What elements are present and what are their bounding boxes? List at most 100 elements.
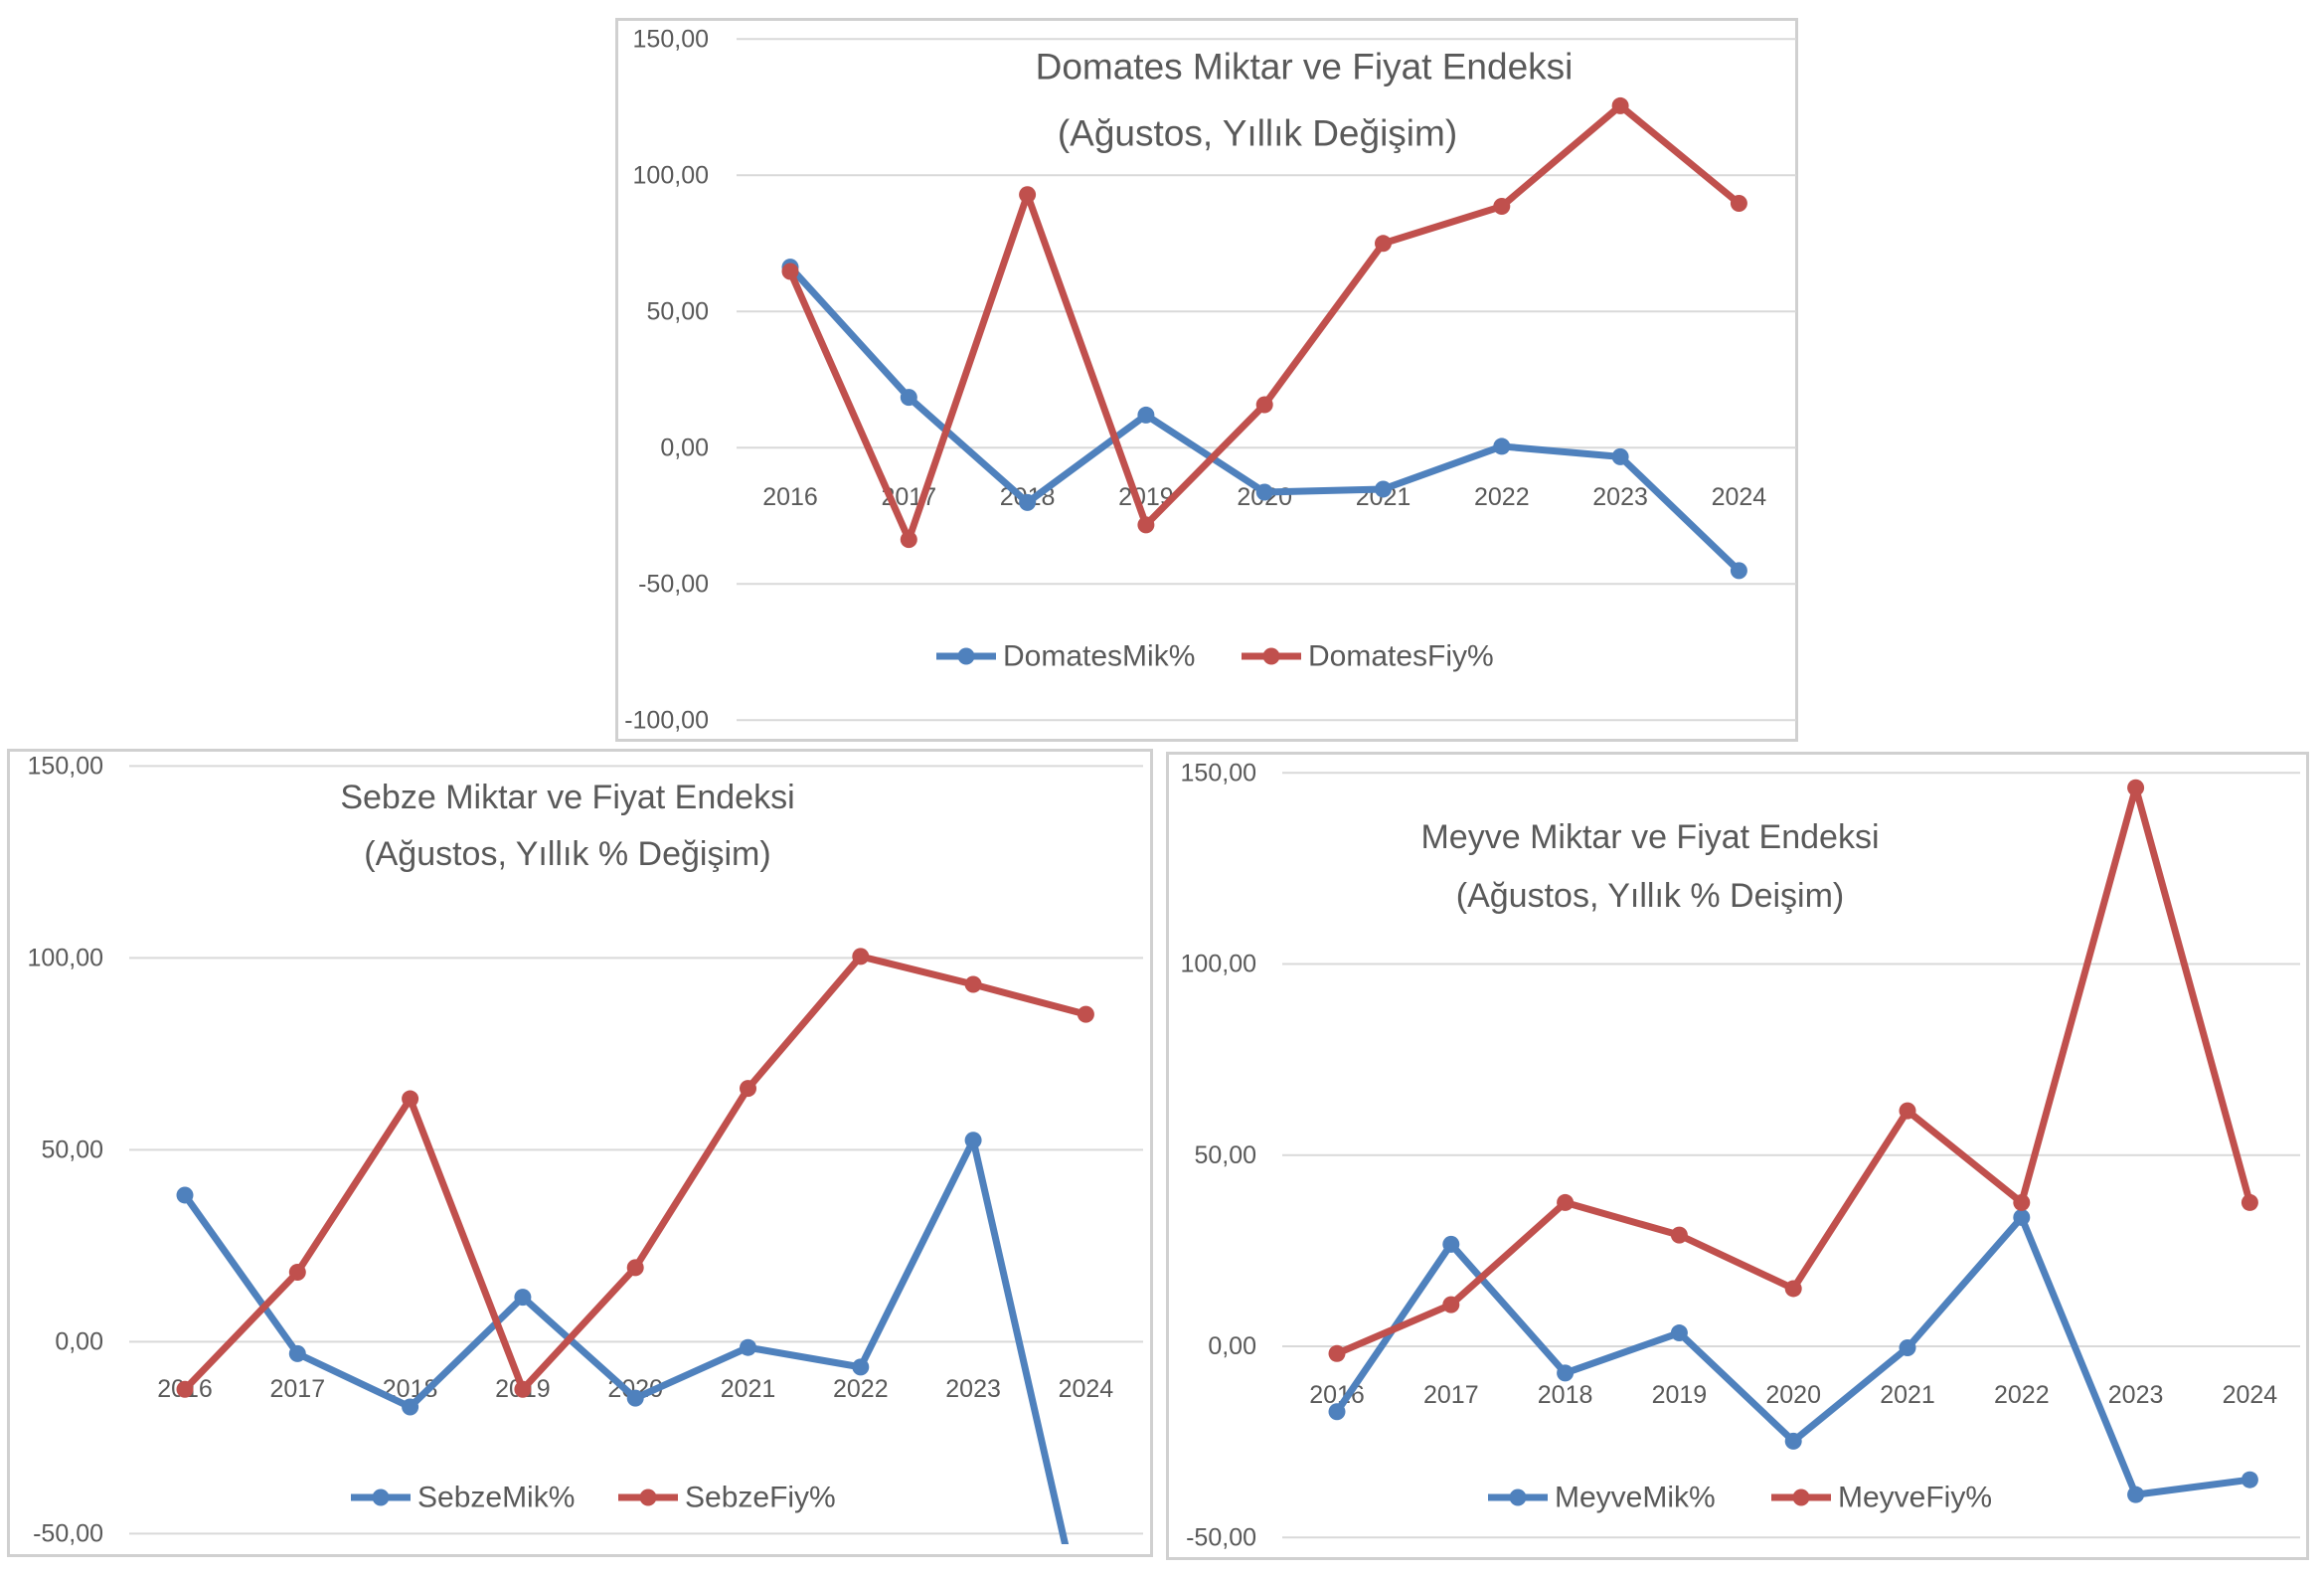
data-point [1137,406,1155,424]
legend-label: SebzeFiy% [685,1482,836,1514]
data-point [1137,516,1155,534]
series-domatesfiy-pct [781,96,1747,549]
x-tick-label: 2023 [945,1375,1001,1403]
legend-marker [957,647,975,665]
y-tick-label: 0,00 [1208,1332,1256,1360]
data-point [1899,1102,1916,1120]
x-tick-label: 2023 [1592,483,1648,511]
data-point [2241,1471,2258,1488]
x-tick-label: 2024 [1059,1375,1114,1403]
data-point [2127,779,2145,796]
gridlines [737,38,1796,722]
legend-item: SebzeFiy% [618,1482,836,1514]
plot-area [1328,779,2258,1503]
legend: SebzeMik% SebzeFiy% [351,1482,836,1514]
y-tick-label: 50,00 [646,297,709,325]
chart-title: Sebze Miktar ve Fiyat Endeksi [340,779,794,816]
data-point [288,1344,306,1362]
chart-subtitle: (Ağustos, Yıllık % Değişim) [364,835,770,873]
data-point [1670,1226,1688,1244]
y-tick-label: 150,00 [633,25,709,53]
data-point [1255,483,1273,501]
y-tick-label: 150,00 [28,752,103,780]
legend: DomatesMik% DomatesFiy% [936,640,1494,673]
data-point [1442,1296,1460,1313]
data-point [1899,1339,1916,1357]
legend-marker [1792,1488,1810,1506]
data-point [1493,198,1511,216]
data-point [1328,1344,1346,1362]
data-point [626,1259,644,1277]
data-point [740,1080,756,1098]
data-point [1019,186,1037,204]
x-tick-label: 2017 [1423,1381,1479,1409]
chart-meyve: 150,00 100,00 50,00 0,00 -50,00 Meyve Miktar … [1166,752,2309,1560]
y-tick-label: 50,00 [1194,1141,1256,1169]
data-point [852,948,870,965]
x-tick-label: 2022 [833,1375,889,1403]
y-tick-label: 100,00 [633,161,709,189]
y-axis-labels: 150,00 100,00 50,00 0,00 -50,00 [28,752,103,1547]
gridlines [1282,772,2300,1539]
data-point [964,975,982,993]
legend-label: MeyveFiy% [1838,1482,1992,1514]
y-tick-label: 100,00 [1181,951,1256,978]
data-point [740,1338,756,1356]
y-axis-labels: 150,00 100,00 50,00 0,00 -50,00 -100,00 [624,25,709,734]
data-point [781,263,799,280]
chart-domates: 150,00 100,00 50,00 0,00 -50,00 -100,00 Domate… [615,18,1798,742]
chart-subtitle: (Ağustos, Yıllık % Deişim) [1456,877,1844,915]
legend-marker [1262,647,1280,665]
data-point [1328,1403,1346,1421]
data-point [1557,1193,1575,1211]
y-tick-label: -100,00 [624,706,709,734]
legend-item: MeyveMik% [1488,1482,1716,1514]
data-point [1730,195,1747,213]
legend-item: DomatesFiy% [1242,640,1494,673]
series-sebzemik-pct [176,1132,1070,1544]
data-point [1077,1005,1094,1023]
data-point [900,389,917,407]
data-point [2013,1208,2031,1226]
data-point [1784,1432,1802,1450]
data-point [288,1264,306,1282]
legend-label: DomatesMik% [1003,640,1195,673]
x-tick-label: 2024 [1712,483,1767,511]
data-point [514,1289,532,1307]
data-point [1611,96,1629,114]
data-point [402,1090,419,1108]
x-tick-label: 2019 [1652,1381,1708,1409]
x-tick-label: 2021 [721,1375,776,1403]
legend-item: MeyveFiy% [1771,1482,1992,1514]
data-point [1670,1324,1688,1342]
data-point [2127,1486,2145,1503]
legend-label: MeyveMik% [1555,1482,1716,1514]
y-tick-label: -50,00 [33,1519,103,1547]
plot-area [176,948,1094,1544]
data-point [1557,1364,1575,1382]
data-point [964,1132,982,1149]
x-tick-label: 2022 [1994,1381,2050,1409]
data-point [2241,1193,2258,1211]
legend-item: SebzeMik% [351,1482,575,1514]
y-tick-label: 100,00 [28,944,103,971]
data-point [1611,447,1629,465]
data-point [176,1380,194,1398]
x-tick-label: 2016 [762,483,818,511]
x-tick-label: 2018 [1538,1381,1593,1409]
data-point [1019,493,1037,511]
legend-marker [372,1488,390,1506]
chart-border [615,18,1798,742]
y-tick-label: 0,00 [55,1327,103,1355]
y-tick-label: 50,00 [41,1136,103,1163]
x-tick-label: 2020 [1765,1381,1821,1409]
data-point [1375,235,1392,253]
data-point [1375,480,1392,498]
data-point [626,1389,644,1407]
series-sebzefiy-pct [176,948,1094,1398]
data-point [176,1186,194,1204]
legend-label: DomatesFiy% [1308,640,1494,673]
chart-sebze: 150,00 100,00 50,00 0,00 -50,00 Sebze Miktar … [7,749,1153,1557]
